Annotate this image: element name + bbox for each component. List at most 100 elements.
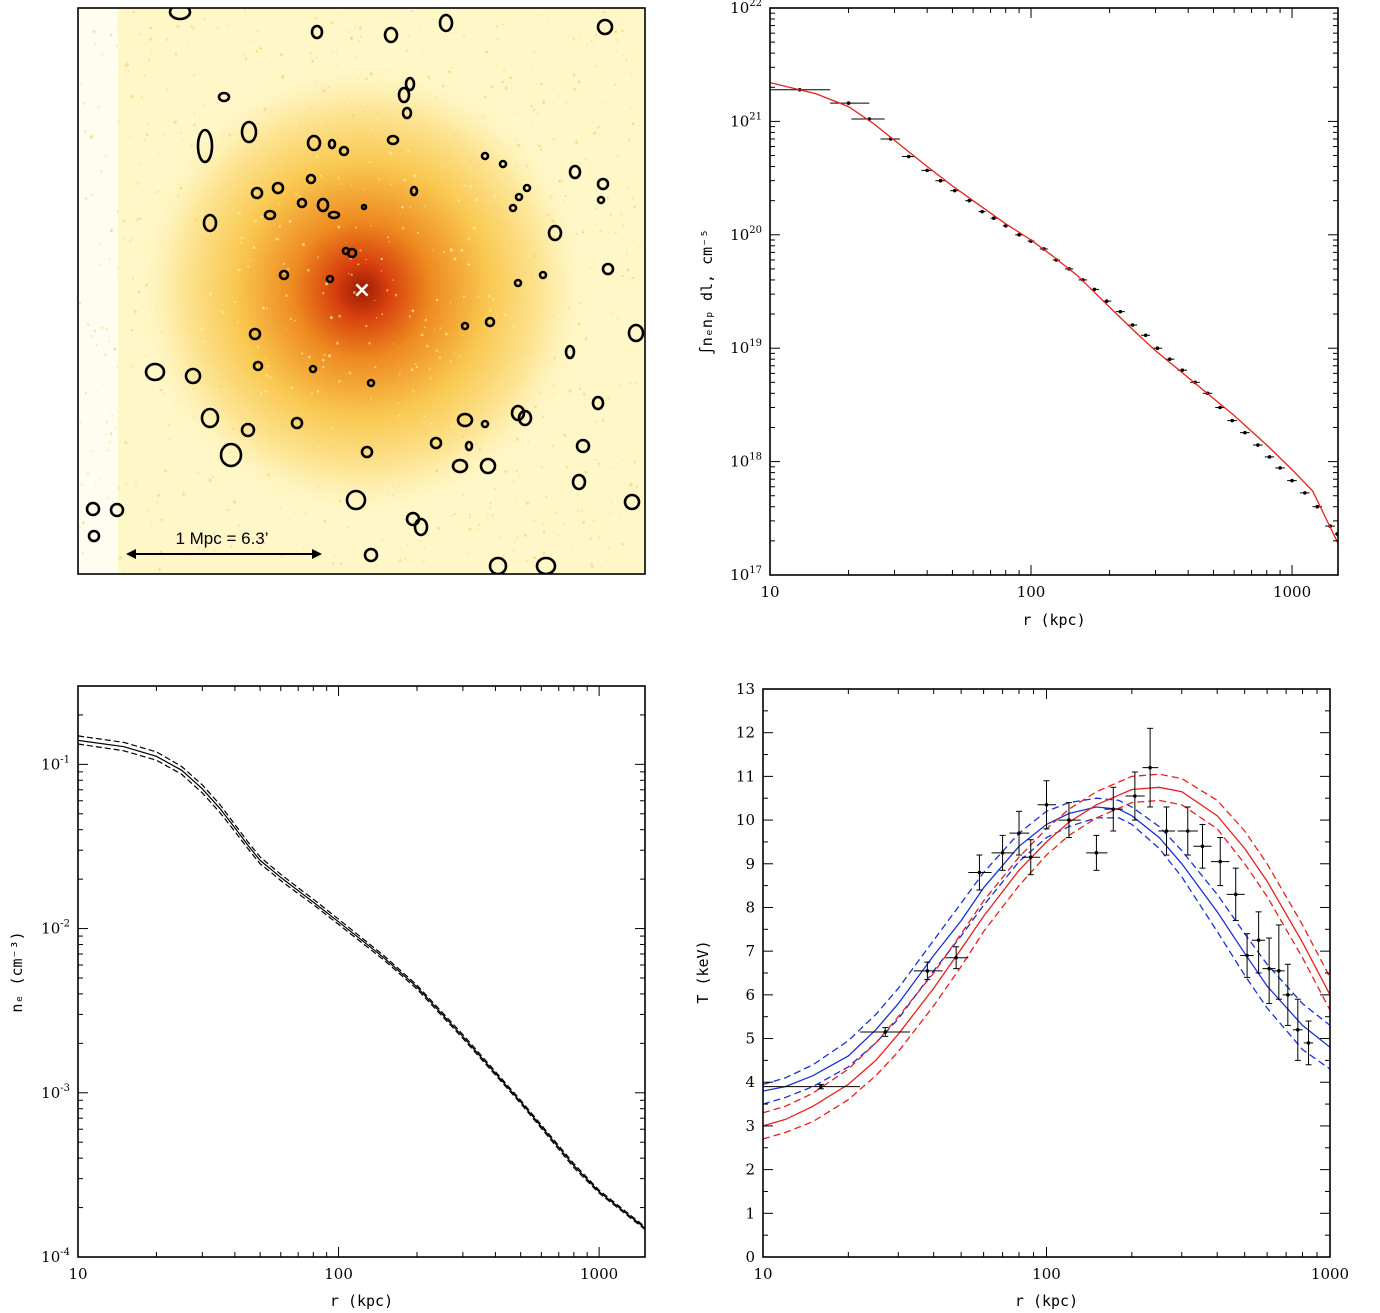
cluster-emission [132, 60, 592, 520]
y-tick-label: 11 [736, 767, 755, 785]
y-tick-label: 6 [745, 986, 755, 1004]
y-tick-label: 10-3 [41, 1083, 70, 1102]
x-tick-label: 1000 [1311, 1265, 1349, 1283]
y-tick-label: 10 [736, 811, 755, 829]
model-curve [770, 81, 1338, 544]
data-marker [1243, 430, 1247, 435]
point-source-region [168, 8, 192, 21]
cluster-center-marker: × [353, 278, 371, 303]
density-curve [78, 739, 645, 1229]
point-source-region [240, 422, 256, 438]
data-point [1272, 924, 1285, 1000]
data-point [991, 834, 1015, 871]
point-source-region [479, 457, 497, 475]
data-point [1141, 333, 1151, 338]
data-marker [906, 154, 911, 159]
x-tick-label: 100 [324, 1265, 353, 1283]
point-source-region [290, 416, 304, 430]
density-error-curve [78, 735, 645, 1228]
point-source-region [429, 436, 443, 450]
y-tick-label: 5 [745, 1030, 755, 1048]
point-source-region [413, 517, 429, 537]
point-source-region [85, 501, 101, 517]
point-source-region [535, 556, 557, 574]
data-marker [1133, 794, 1137, 798]
point-source-region [591, 395, 605, 411]
point-source-region [460, 321, 470, 331]
point-source-region [87, 529, 101, 543]
point-source-region [109, 502, 125, 518]
data-marker [1017, 233, 1021, 237]
data-point [1240, 933, 1254, 978]
y-tick-label: 9 [745, 855, 755, 873]
data-point [1177, 806, 1198, 856]
data-marker [1218, 405, 1222, 410]
y-tick-label: 8 [745, 898, 755, 916]
data-marker [954, 955, 958, 960]
data-point [1262, 937, 1276, 1005]
data-marker [1290, 478, 1294, 483]
data-marker [1164, 829, 1169, 833]
point-source-region [508, 203, 518, 213]
data-marker [977, 870, 982, 875]
data-point [1287, 478, 1297, 483]
data-marker [846, 101, 851, 105]
point-source-region [196, 128, 214, 164]
plot-area [763, 727, 1330, 1140]
data-marker [1185, 829, 1190, 833]
point-source-region [219, 442, 243, 468]
data-point [1226, 867, 1245, 922]
point-source-region [250, 186, 264, 200]
data-point [1303, 1020, 1314, 1066]
point-source-region [271, 181, 285, 195]
data-point [1058, 802, 1081, 839]
data-point [1152, 346, 1163, 351]
data-marker [1017, 831, 1021, 835]
point-source-region [596, 18, 614, 36]
y-tick-label: 1022 [730, 0, 762, 17]
y-axis-label: T (keV) [694, 940, 712, 1003]
point-source-region [480, 151, 490, 161]
point-source-region [484, 316, 496, 328]
x-axis-label: r (kpc) [330, 1292, 393, 1310]
data-marker [1286, 993, 1290, 997]
point-source-region [248, 327, 262, 341]
data-marker [1067, 818, 1071, 822]
y-tick-label: 0 [745, 1248, 755, 1266]
data-marker [1092, 287, 1097, 292]
y-tick-label: 1021 [730, 111, 762, 130]
data-point [1215, 405, 1225, 410]
point-source-region [383, 26, 399, 44]
point-source-region [451, 458, 469, 474]
xray-image-panel [78, 8, 645, 574]
point-source-region [200, 407, 220, 429]
data-point [1193, 823, 1212, 869]
y-tick-label: 4 [745, 1073, 755, 1091]
point-source-region [538, 270, 548, 280]
data-marker [1296, 1028, 1300, 1032]
point-source-region [480, 419, 490, 429]
data-marker [1277, 969, 1281, 973]
data-marker [1230, 418, 1235, 423]
data-marker [1245, 953, 1249, 958]
data-marker [938, 178, 943, 183]
data-point [1022, 839, 1041, 876]
data-point [1251, 911, 1266, 974]
point-source-region [596, 177, 610, 191]
point-source-region [513, 278, 523, 288]
data-marker [1143, 333, 1148, 338]
y-tick-label: 1 [745, 1204, 755, 1222]
point-source-region [522, 183, 532, 193]
data-marker [1303, 491, 1307, 495]
x-tick-label: 10 [760, 583, 779, 601]
point-source-region [456, 412, 474, 428]
data-marker [980, 209, 984, 214]
data-marker [925, 969, 930, 973]
data-point [1253, 443, 1263, 447]
y-axis-label: nₑ (cm⁻³) [8, 931, 26, 1012]
x-tick-label: 10 [753, 1265, 772, 1283]
point-source-region [360, 445, 374, 459]
y-tick-label: 10-2 [41, 919, 70, 938]
data-marker [1155, 346, 1160, 351]
